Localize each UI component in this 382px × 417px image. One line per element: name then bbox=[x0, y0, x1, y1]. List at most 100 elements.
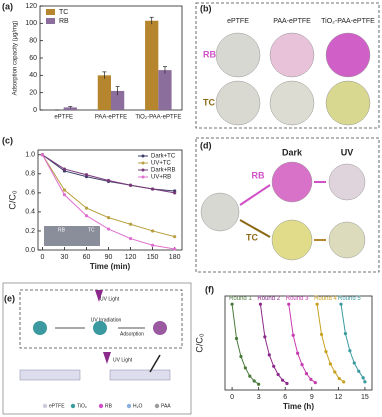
marker bbox=[324, 349, 328, 354]
diagram-shapes bbox=[200, 161, 366, 261]
inset-label: RB bbox=[58, 227, 66, 233]
panel-label: (d) bbox=[200, 140, 212, 150]
x-tick-label: ePTFE bbox=[54, 115, 73, 121]
column-label: ePTFE bbox=[227, 18, 249, 25]
error-bar bbox=[162, 66, 167, 74]
series-line bbox=[231, 304, 259, 385]
marker bbox=[173, 191, 177, 195]
marker bbox=[363, 380, 367, 384]
x-tick-label: 0 bbox=[40, 254, 44, 261]
plot-frame bbox=[37, 149, 183, 251]
marker bbox=[230, 302, 234, 306]
panel-frame bbox=[195, 2, 380, 129]
marker bbox=[151, 187, 155, 191]
legend-label: PAA bbox=[161, 403, 171, 409]
panel-frame bbox=[2, 282, 192, 415]
marker bbox=[291, 333, 295, 337]
marker bbox=[352, 361, 356, 365]
x-tick-label: 12 bbox=[334, 394, 342, 401]
schematic-shapes bbox=[19, 290, 171, 381]
legend-label: Round 5 bbox=[338, 296, 361, 302]
marker bbox=[258, 302, 263, 306]
bar bbox=[63, 107, 77, 110]
marker bbox=[128, 222, 133, 226]
legend-swatch bbox=[42, 403, 48, 409]
marker bbox=[234, 336, 239, 341]
schematic-label: UV Light bbox=[113, 357, 133, 363]
column-label: UV bbox=[341, 147, 354, 157]
column-label: PAA-ePTFE bbox=[273, 18, 311, 25]
marker bbox=[243, 366, 247, 370]
marker bbox=[173, 235, 177, 239]
y-tick-label: 0.6 bbox=[25, 190, 35, 197]
marker bbox=[272, 364, 276, 368]
arrow-label: RB bbox=[252, 170, 265, 180]
error-bar bbox=[102, 71, 107, 79]
marker bbox=[106, 227, 111, 231]
plot-frame bbox=[224, 295, 373, 391]
bar bbox=[97, 75, 111, 110]
schematic-label: UV Irradiation bbox=[91, 317, 122, 323]
panel-label: (b) bbox=[200, 3, 212, 13]
marker bbox=[315, 302, 319, 306]
marker bbox=[62, 167, 67, 171]
x-tick-label: 30 bbox=[61, 254, 69, 261]
panel-frame bbox=[195, 137, 380, 273]
y-tick-label: 0.8 bbox=[25, 171, 35, 178]
marker bbox=[263, 335, 267, 339]
legend-label: Dark+TC bbox=[151, 154, 176, 160]
marker bbox=[252, 379, 256, 383]
legend-label: RB bbox=[59, 18, 69, 25]
legend-label: UV+RB bbox=[151, 175, 171, 181]
y-tick-label: 1.0 bbox=[25, 152, 35, 159]
marker bbox=[309, 377, 313, 381]
bar bbox=[145, 20, 159, 110]
legend-swatch bbox=[46, 18, 55, 24]
marker bbox=[304, 372, 309, 376]
y-tick-label: 100 bbox=[25, 20, 37, 27]
error-bar bbox=[149, 16, 154, 25]
marker bbox=[84, 206, 89, 210]
x-tick-label: 120 bbox=[125, 254, 137, 261]
y-tick-label: 0.2 bbox=[25, 228, 35, 235]
marker bbox=[361, 376, 365, 380]
marker bbox=[287, 302, 291, 306]
legend-marker bbox=[141, 161, 145, 165]
legend-label: TC bbox=[59, 9, 68, 16]
marker bbox=[84, 173, 89, 177]
marker bbox=[280, 378, 285, 382]
legend-swatch bbox=[98, 403, 104, 409]
legend-marker bbox=[141, 154, 145, 158]
marker bbox=[40, 153, 45, 157]
marker bbox=[339, 302, 343, 306]
legend-label: Round 4 bbox=[314, 296, 337, 302]
marker bbox=[151, 229, 155, 233]
marker bbox=[173, 247, 177, 251]
x-tick-label: 15 bbox=[361, 394, 369, 401]
bar bbox=[158, 70, 172, 110]
legend-swatch bbox=[70, 403, 76, 409]
marker bbox=[84, 214, 89, 218]
x-tick-label: PAA-ePTFE bbox=[95, 115, 127, 121]
schematic-label: Adsorption bbox=[120, 331, 144, 337]
marker bbox=[343, 332, 348, 336]
panel-label: (f) bbox=[205, 284, 214, 294]
y-axis-label: C/C₀ bbox=[194, 333, 204, 352]
marker bbox=[342, 380, 346, 384]
legend-label: Round 3 bbox=[286, 296, 309, 302]
x-tick-label: 180 bbox=[169, 254, 181, 261]
marker bbox=[248, 374, 252, 378]
row-label: RB bbox=[203, 49, 216, 59]
y-axis-label: Adsorption capacity (μg/mg) bbox=[13, 21, 19, 96]
x-tick-label: 6 bbox=[283, 394, 287, 401]
marker bbox=[337, 376, 341, 381]
marker bbox=[296, 351, 300, 355]
marker bbox=[348, 349, 352, 353]
x-tick-label: 3 bbox=[257, 394, 261, 401]
marker bbox=[357, 369, 361, 373]
x-tick-label: 60 bbox=[83, 254, 91, 261]
y-tick-label: 0.0 bbox=[25, 247, 35, 254]
x-tick-label: 9 bbox=[310, 394, 314, 401]
marker bbox=[319, 332, 324, 337]
